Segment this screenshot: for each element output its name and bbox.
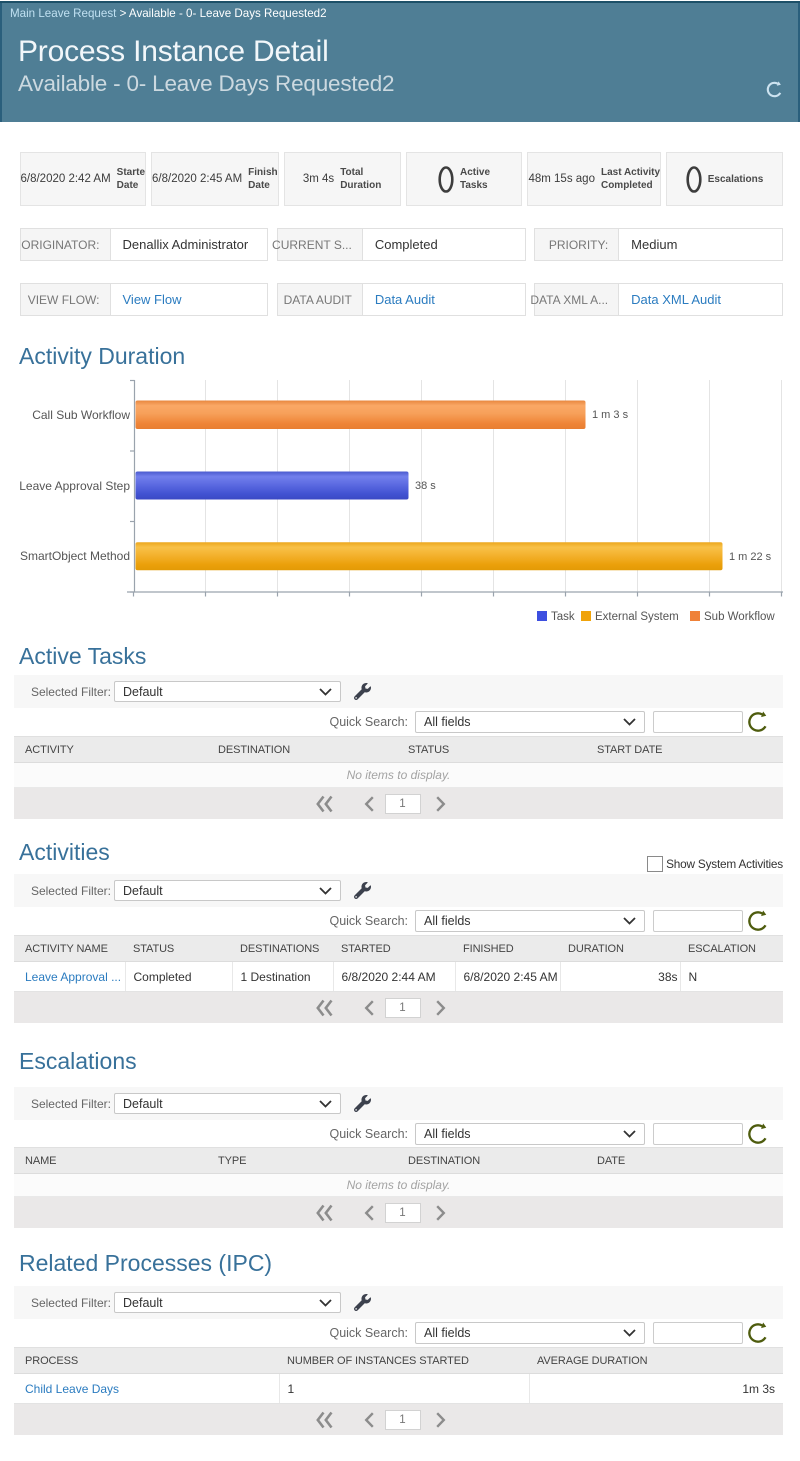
svg-text:38 s: 38 s — [415, 480, 436, 492]
svg-text:Leave Approval Step: Leave Approval Step — [19, 479, 130, 493]
svg-text:SmartObject Method: SmartObject Method — [20, 549, 130, 563]
svg-text:External System: External System — [595, 611, 679, 623]
svg-text:1 m 3 s: 1 m 3 s — [592, 409, 629, 421]
svg-text:1 m 22 s: 1 m 22 s — [729, 551, 772, 563]
svg-text:Task: Task — [551, 611, 575, 623]
svg-text:Call Sub Workflow: Call Sub Workflow — [32, 408, 130, 422]
svg-text:Sub Workflow: Sub Workflow — [704, 611, 775, 623]
